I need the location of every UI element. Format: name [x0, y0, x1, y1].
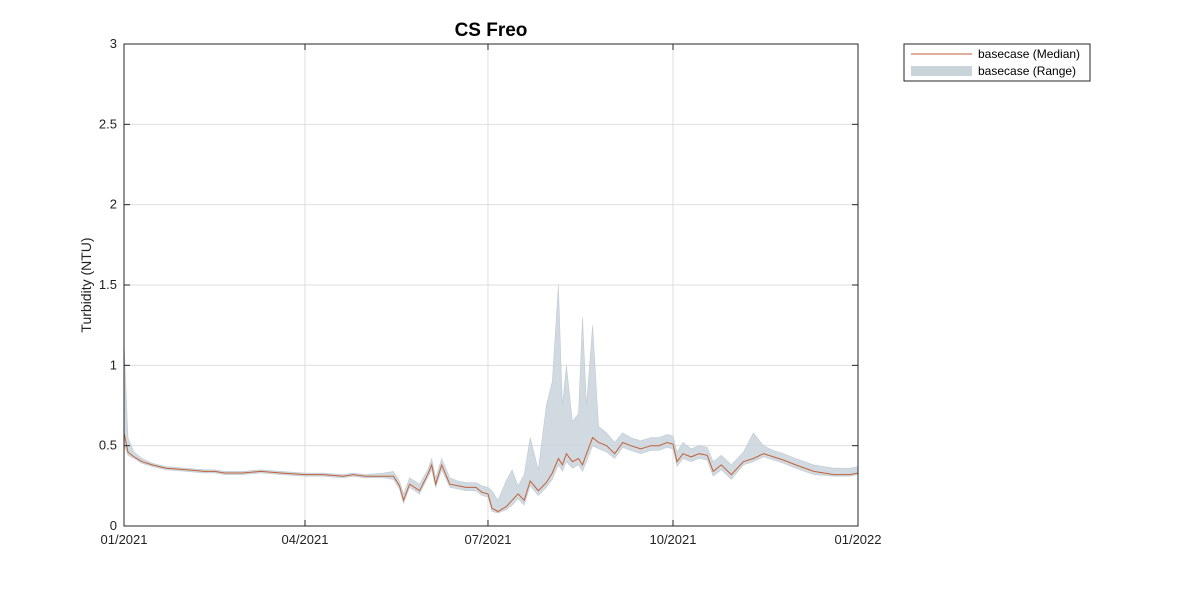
x-tick-label: 07/2021 [464, 532, 511, 547]
y-tick-label: 1 [110, 357, 117, 372]
legend-range-label: basecase (Range) [978, 64, 1076, 78]
legend: basecase (Median) basecase (Range) [903, 43, 1091, 82]
median-line-layer [123, 432, 859, 513]
legend-median-label: basecase (Median) [978, 47, 1080, 61]
x-tick-label: 10/2021 [649, 532, 696, 547]
y-tick-label: 1.5 [99, 277, 117, 292]
median-line [123, 432, 859, 513]
y-tick-label: 3 [110, 36, 117, 51]
chart-title: CS Freo [455, 20, 528, 41]
y-axis-label: Turbidity (NTU) [78, 237, 94, 332]
x-tick-label: 01/2021 [101, 532, 148, 547]
y-tick-label: 0.5 [99, 438, 117, 453]
legend-range-swatch [911, 66, 972, 76]
y-tick-label: 2 [110, 197, 117, 212]
x-tick-label: 01/2022 [835, 532, 882, 547]
axis-ticks: 0 0.5 1 1.5 2 2.5 3 01/2021 04/2021 07/2021 10/202… [99, 36, 882, 547]
y-tick-label: 0 [110, 518, 117, 533]
y-tick-label: 2.5 [99, 116, 117, 131]
x-tick-label: 04/2021 [281, 532, 328, 547]
